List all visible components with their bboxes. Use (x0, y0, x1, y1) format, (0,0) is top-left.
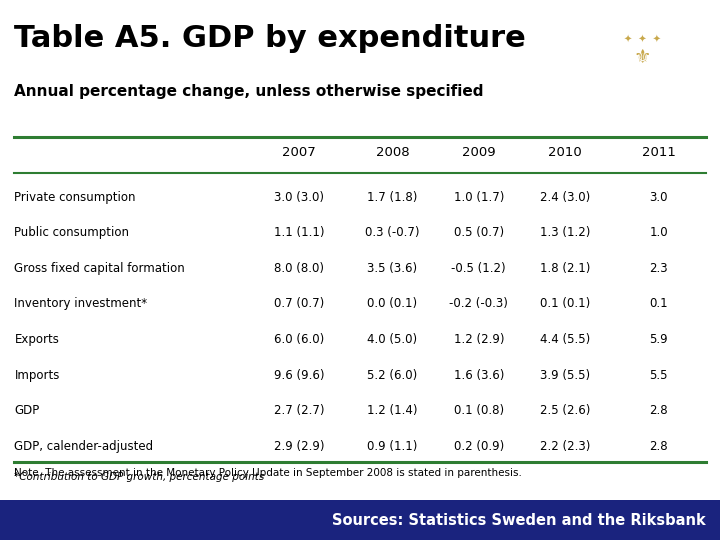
Text: -0.2 (-0.3): -0.2 (-0.3) (449, 298, 508, 310)
Text: 2008: 2008 (376, 146, 409, 159)
Text: 8.0 (8.0): 8.0 (8.0) (274, 262, 324, 275)
Text: 1.2 (2.9): 1.2 (2.9) (454, 333, 504, 346)
Text: 5.2 (6.0): 5.2 (6.0) (367, 369, 418, 382)
Text: Imports: Imports (14, 369, 60, 382)
Text: 1.7 (1.8): 1.7 (1.8) (367, 191, 418, 204)
Text: 2.4 (3.0): 2.4 (3.0) (540, 191, 590, 204)
Text: 9.6 (9.6): 9.6 (9.6) (274, 369, 324, 382)
Text: GDP: GDP (14, 404, 40, 417)
Text: 6.0 (6.0): 6.0 (6.0) (274, 333, 324, 346)
FancyBboxPatch shape (0, 500, 720, 540)
Text: 1.1 (1.1): 1.1 (1.1) (274, 226, 324, 239)
Text: 0.3 (-0.7): 0.3 (-0.7) (365, 226, 420, 239)
Text: -0.5 (1.2): -0.5 (1.2) (451, 262, 506, 275)
Text: 5.9: 5.9 (649, 333, 668, 346)
Text: 0.1: 0.1 (649, 298, 668, 310)
Text: Table A5. GDP by expenditure: Table A5. GDP by expenditure (14, 24, 526, 53)
Text: 1.2 (1.4): 1.2 (1.4) (367, 404, 418, 417)
Text: Annual percentage change, unless otherwise specified: Annual percentage change, unless otherwi… (14, 84, 484, 99)
Text: Sources: Statistics Sweden and the Riksbank: Sources: Statistics Sweden and the Riksb… (332, 512, 706, 528)
Text: 3.0: 3.0 (649, 191, 668, 204)
Text: 0.2 (0.9): 0.2 (0.9) (454, 440, 504, 453)
Text: 1.0 (1.7): 1.0 (1.7) (454, 191, 504, 204)
Text: 5.5: 5.5 (649, 369, 668, 382)
Text: 0.0 (0.1): 0.0 (0.1) (367, 298, 418, 310)
Text: 1.8 (2.1): 1.8 (2.1) (540, 262, 590, 275)
Text: *Contribution to GDP growth, percentage points: *Contribution to GDP growth, percentage … (14, 472, 265, 482)
Text: 0.7 (0.7): 0.7 (0.7) (274, 298, 324, 310)
Text: 2010: 2010 (549, 146, 582, 159)
Text: 2009: 2009 (462, 146, 495, 159)
Text: RIKSBANK: RIKSBANK (623, 88, 662, 94)
Text: GDP, calender-adjusted: GDP, calender-adjusted (14, 440, 153, 453)
Text: 3.0 (3.0): 3.0 (3.0) (274, 191, 324, 204)
Text: 0.5 (0.7): 0.5 (0.7) (454, 226, 504, 239)
Text: 2011: 2011 (642, 146, 676, 159)
Text: 2007: 2007 (282, 146, 315, 159)
Text: 2.9 (2.9): 2.9 (2.9) (274, 440, 324, 453)
Text: Gross fixed capital formation: Gross fixed capital formation (14, 262, 185, 275)
Text: Public consumption: Public consumption (14, 226, 130, 239)
Text: 0.9 (1.1): 0.9 (1.1) (367, 440, 418, 453)
Text: 1.6 (3.6): 1.6 (3.6) (454, 369, 504, 382)
Text: Inventory investment*: Inventory investment* (14, 298, 148, 310)
Text: ⚜: ⚜ (634, 48, 652, 66)
Text: Private consumption: Private consumption (14, 191, 136, 204)
Text: ✦  ✦  ✦: ✦ ✦ ✦ (624, 35, 661, 44)
Text: 0.1 (0.8): 0.1 (0.8) (454, 404, 504, 417)
Text: 2.5 (2.6): 2.5 (2.6) (540, 404, 590, 417)
Text: 0.1 (0.1): 0.1 (0.1) (540, 298, 590, 310)
Text: 4.4 (5.5): 4.4 (5.5) (540, 333, 590, 346)
Text: 2.8: 2.8 (649, 440, 668, 453)
Text: 3.5 (3.6): 3.5 (3.6) (367, 262, 418, 275)
Text: Exports: Exports (14, 333, 59, 346)
Text: 1.3 (1.2): 1.3 (1.2) (540, 226, 590, 239)
Text: Note. The assessment in the Monetary Policy Update in September 2008 is stated i: Note. The assessment in the Monetary Pol… (14, 468, 522, 478)
Text: 2.8: 2.8 (649, 404, 668, 417)
Text: 1.0: 1.0 (649, 226, 668, 239)
Text: 4.0 (5.0): 4.0 (5.0) (367, 333, 418, 346)
Text: 2.2 (2.3): 2.2 (2.3) (540, 440, 590, 453)
Text: 2.7 (2.7): 2.7 (2.7) (274, 404, 324, 417)
Text: SVERIGES: SVERIGES (624, 75, 662, 80)
Text: 2.3: 2.3 (649, 262, 668, 275)
Text: 3.9 (5.5): 3.9 (5.5) (540, 369, 590, 382)
